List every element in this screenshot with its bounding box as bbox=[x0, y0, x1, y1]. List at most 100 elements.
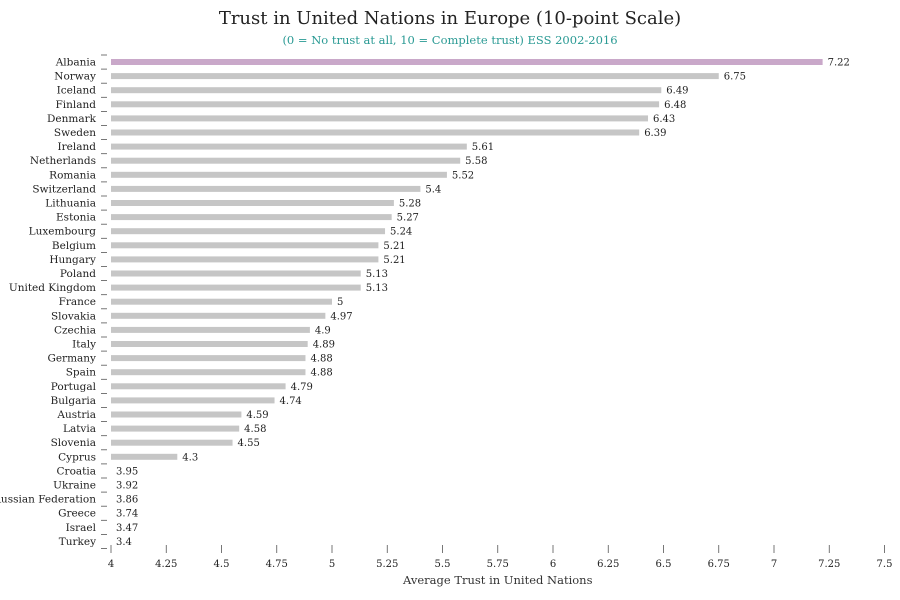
category-label: Ireland bbox=[58, 141, 97, 153]
bar bbox=[111, 383, 286, 390]
category-label: France bbox=[59, 296, 96, 308]
category-label: Hungary bbox=[49, 254, 96, 266]
value-label: 3.74 bbox=[116, 509, 138, 520]
value-label: 5.24 bbox=[390, 227, 412, 238]
x-tick-label: 5.5 bbox=[435, 559, 451, 570]
category-labels: Albania Norway Iceland Finland Denmark Sweden… bbox=[0, 57, 97, 548]
value-label: 5.13 bbox=[366, 269, 388, 280]
bar bbox=[111, 200, 394, 206]
bar bbox=[111, 411, 242, 418]
bars-group bbox=[111, 59, 823, 460]
chart-subtitle: (0 = No trust at all, 10 = Complete trus… bbox=[282, 33, 618, 47]
value-label: 3.92 bbox=[116, 481, 138, 492]
bar bbox=[111, 185, 421, 192]
bar bbox=[111, 355, 306, 362]
value-labels: 7.22 6.75 6.49 6.48 6.43 6.39 5.61 5.58 5.52 5.4 5… bbox=[116, 58, 850, 548]
value-label: 6.49 bbox=[666, 86, 688, 97]
x-tick-label: 4.75 bbox=[266, 559, 288, 570]
value-label: 4.89 bbox=[313, 340, 335, 351]
x-axis: 4 4.25 4.5 4.75 5 5.25 5.5 5.75 6 6.25 6.5 6.75 7 7.2… bbox=[101, 54, 893, 570]
category-label: Bulgaria bbox=[51, 395, 96, 407]
category-label: Romania bbox=[49, 169, 96, 181]
x-axis-title: Average Trust in United Nations bbox=[402, 573, 593, 587]
bar bbox=[111, 453, 178, 460]
bar bbox=[111, 284, 361, 291]
x-tick-label: 6.75 bbox=[708, 559, 730, 570]
value-label: 5.27 bbox=[397, 213, 419, 224]
value-label: 5.21 bbox=[383, 255, 405, 266]
value-label: 5.13 bbox=[366, 283, 388, 294]
value-label: 5.52 bbox=[452, 170, 474, 181]
value-label: 6.43 bbox=[653, 114, 675, 125]
category-label: Denmark bbox=[47, 113, 97, 125]
bar bbox=[111, 439, 233, 446]
value-label: 5.58 bbox=[465, 156, 487, 167]
category-label: Belgium bbox=[52, 240, 96, 252]
bar bbox=[111, 242, 379, 249]
x-tick-label: 7 bbox=[771, 559, 777, 570]
value-label: 3.86 bbox=[116, 495, 138, 506]
category-label: Russian Federation bbox=[0, 494, 96, 506]
x-tick-label: 6.25 bbox=[597, 559, 619, 570]
category-label: Switzerland bbox=[32, 183, 96, 195]
bar bbox=[111, 59, 823, 65]
bar bbox=[111, 214, 392, 221]
category-label: Cyprus bbox=[58, 451, 96, 463]
value-label: 4.58 bbox=[244, 424, 266, 435]
value-label: 6.75 bbox=[724, 72, 746, 83]
category-label: Finland bbox=[55, 99, 96, 111]
bar bbox=[111, 369, 306, 376]
value-label: 3.4 bbox=[116, 537, 132, 548]
chart-title: Trust in United Nations in Europe (10-po… bbox=[218, 8, 682, 29]
category-label: Luxembourg bbox=[29, 226, 97, 238]
category-label: Latvia bbox=[63, 423, 96, 435]
bar bbox=[111, 298, 332, 305]
x-tick-label: 4 bbox=[108, 559, 114, 570]
category-label: Germany bbox=[47, 353, 96, 365]
category-label: Norway bbox=[54, 71, 96, 83]
category-label: Italy bbox=[72, 339, 96, 351]
category-label: Spain bbox=[66, 367, 97, 379]
category-label: Ukraine bbox=[53, 480, 96, 492]
category-label: Lithuania bbox=[45, 198, 96, 210]
bar bbox=[111, 425, 240, 432]
x-tick-label: 6.5 bbox=[656, 559, 672, 570]
category-label: Netherlands bbox=[30, 155, 96, 167]
bar bbox=[111, 73, 719, 80]
bar bbox=[111, 115, 649, 122]
value-label: 4.55 bbox=[238, 438, 260, 449]
bar bbox=[111, 228, 386, 235]
x-tick-label: 7.25 bbox=[818, 559, 840, 570]
value-label: 4.3 bbox=[182, 452, 198, 463]
bar bbox=[111, 270, 361, 277]
x-tick-label: 5 bbox=[329, 559, 335, 570]
value-label: 6.48 bbox=[664, 100, 686, 111]
category-label: Iceland bbox=[57, 85, 97, 97]
bar bbox=[111, 326, 310, 333]
category-label: Albania bbox=[55, 57, 96, 69]
x-tick-label: 7.5 bbox=[877, 559, 893, 570]
value-label: 4.9 bbox=[315, 325, 331, 336]
category-label: Czechia bbox=[54, 324, 96, 336]
category-label: Croatia bbox=[57, 465, 96, 477]
bar bbox=[111, 256, 379, 263]
category-label: Poland bbox=[60, 268, 96, 280]
value-label: 4.79 bbox=[291, 382, 313, 393]
value-label: 5.4 bbox=[425, 184, 441, 195]
x-tick-label: 5.25 bbox=[376, 559, 398, 570]
value-label: 5.61 bbox=[472, 142, 494, 153]
category-label: Slovenia bbox=[51, 437, 96, 449]
bar bbox=[111, 312, 326, 319]
value-label: 7.22 bbox=[828, 58, 850, 69]
x-tick-label: 4.25 bbox=[155, 559, 177, 570]
category-label: Israel bbox=[66, 522, 97, 534]
value-label: 5 bbox=[337, 297, 343, 308]
x-tick-label: 6 bbox=[550, 559, 556, 570]
category-label: Estonia bbox=[56, 212, 96, 224]
bar bbox=[111, 171, 447, 178]
category-label: United Kingdom bbox=[9, 282, 96, 294]
bar bbox=[111, 143, 467, 150]
value-label: 5.28 bbox=[399, 199, 421, 210]
value-label: 6.39 bbox=[644, 128, 666, 139]
